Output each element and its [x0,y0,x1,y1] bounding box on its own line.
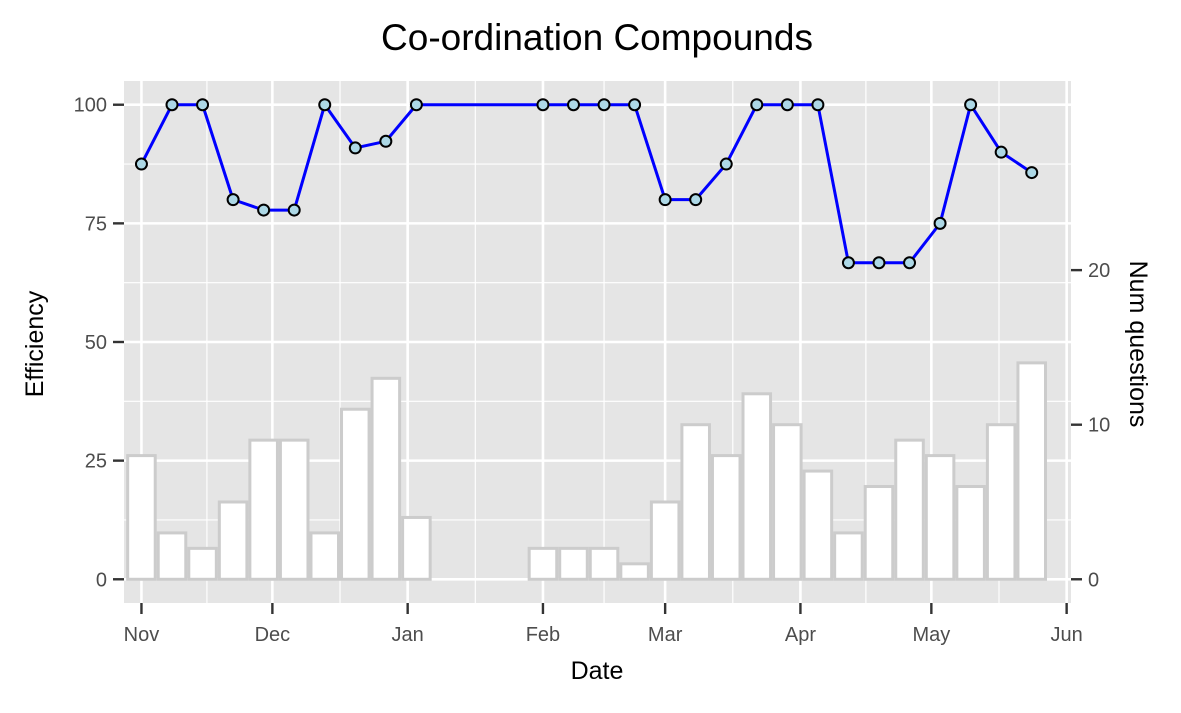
bar [924,454,956,581]
x-tick-label: Feb [526,624,560,646]
bar [217,500,249,581]
y-axis-title: Efficiency [21,290,49,397]
bar [680,423,711,581]
bar [710,454,742,581]
x-tick-label: May [912,624,950,646]
y-tick-label: 0 [96,569,107,591]
data-point [780,98,794,112]
data-point [689,193,703,207]
y2-tick-label: 0 [1088,569,1099,591]
bar [588,546,620,581]
y-tick-label: 75 [85,213,107,235]
bar [985,423,1017,581]
data-point [964,98,978,112]
data-point [872,256,886,270]
data-point [658,193,672,207]
y2-axis-title: Num questions [1124,261,1152,428]
data-point [226,193,240,207]
y-tick-label: 50 [85,332,107,354]
data-point [287,203,301,217]
bar [802,469,834,581]
data-point [1025,166,1039,180]
y-tick-label: 100 [74,95,107,117]
bar [1016,361,1047,581]
data-point [841,256,855,270]
x-tick-label: Jan [392,624,424,646]
data-point [196,98,210,112]
bar [955,485,986,581]
data-point [566,98,580,112]
bar [894,438,925,581]
x-tick-label: Jun [1051,624,1083,646]
bar [649,500,681,581]
data-point [811,98,825,112]
data-point [750,98,764,112]
data-point [257,203,271,217]
data-point [536,98,550,112]
data-point [134,157,148,171]
bar [126,454,157,581]
bar-series [126,361,1047,581]
y2-tick-label: 20 [1088,260,1110,282]
bar [558,546,589,581]
x-tick-label: Mar [648,624,683,646]
bar [309,531,341,581]
bar [833,531,864,581]
data-point [903,256,917,270]
bar [156,531,188,581]
x-tick-label: Apr [785,624,816,646]
data-point [994,145,1008,159]
bar [187,546,218,581]
x-axis-title: Date [571,657,624,685]
x-tick-label: Dec [255,624,291,646]
bar [619,562,650,581]
bar [772,423,803,581]
chart-title: Co-ordination Compounds [381,17,813,58]
bar [401,515,432,581]
bar [340,407,371,581]
data-point [597,98,611,112]
x-tick-label: Nov [124,624,160,646]
bar [278,438,310,581]
bar [863,485,895,581]
bar [370,376,402,581]
data-point [165,98,179,112]
line-series [134,98,1039,270]
data-point [719,157,733,171]
bar [527,546,559,581]
data-point [628,98,642,112]
y-tick-label: 25 [85,451,107,473]
y2-tick-label: 10 [1088,415,1110,437]
data-point [379,134,393,148]
bar [248,438,279,581]
axes: 0 25 50 75 100 0 10 20 Nov Dec Jan Feb Mar Apr May Jun [74,95,1111,646]
data-point [348,141,362,155]
data-point [318,98,332,112]
bar [741,392,773,581]
data-point [933,216,947,230]
data-point [409,98,423,112]
